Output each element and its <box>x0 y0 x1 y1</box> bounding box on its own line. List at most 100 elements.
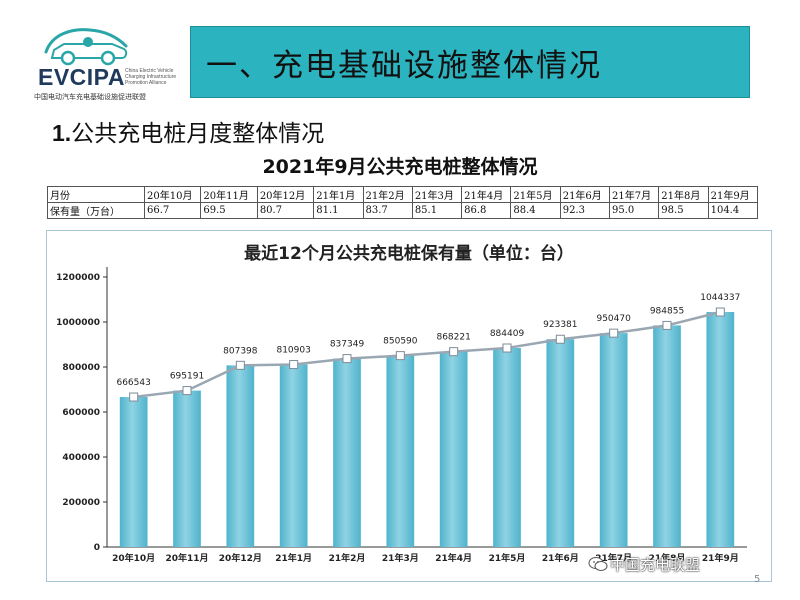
page-number: 5 <box>754 574 761 585</box>
bar <box>546 339 575 547</box>
data-label: 850590 <box>383 337 418 347</box>
data-label: 950470 <box>596 314 631 324</box>
section-subheading-text: 公共充电桩月度整体情况 <box>71 121 325 147</box>
data-point-marker <box>289 360 299 370</box>
table-title: 2021年9月公共充电桩整体情况 <box>262 156 538 178</box>
x-tick-label: 20年12月 <box>219 552 262 564</box>
bar <box>279 364 308 547</box>
bar <box>599 333 628 547</box>
data-point-marker <box>395 351 405 361</box>
row-label-count: 保有量（万台） <box>47 202 145 219</box>
table-cell-value: 104.4 <box>707 202 759 219</box>
x-tick-label: 21年8月 <box>649 552 686 564</box>
logo-chinese-name: 中国电动汽车充电基础设施促进联盟 <box>34 93 146 101</box>
x-tick-label: 21年9月 <box>702 552 739 564</box>
data-label: 695191 <box>170 372 204 382</box>
data-point-marker <box>555 334 565 344</box>
data-label: 807398 <box>223 346 258 356</box>
data-label: 868221 <box>436 333 470 343</box>
y-tick-label: 400000 <box>62 453 100 463</box>
x-tick-label: 21年7月 <box>595 552 632 564</box>
bar <box>119 397 148 547</box>
bar <box>706 312 735 547</box>
data-point-marker <box>449 347 459 357</box>
y-tick-label: 600000 <box>62 408 100 418</box>
table-cell-month: 21年7月 <box>608 186 660 203</box>
chart-frame: 最近12个月公共充电桩保有量（单位：台） 0 200000 400000 600000… <box>46 230 772 582</box>
table-cell-month: 21年5月 <box>510 186 561 203</box>
table-cell-month: 21年2月 <box>362 186 413 203</box>
data-label: 984855 <box>650 306 684 316</box>
data-point-marker <box>235 360 245 370</box>
x-tick-label: 20年10月 <box>112 552 155 564</box>
table-cell-value: 98.5 <box>658 202 709 219</box>
data-label: 666543 <box>116 378 150 388</box>
ev-car-logo-icon <box>44 28 128 66</box>
bar <box>493 348 521 547</box>
bar-chart: 0 200000 400000 600000 800000 1000000 1200000 2… <box>56 267 747 564</box>
x-tick-label: 21年6月 <box>542 552 579 564</box>
bar <box>226 365 255 547</box>
y-tick-label: 200000 <box>62 498 100 508</box>
data-label: 1044337 <box>700 293 740 303</box>
bar <box>439 351 468 547</box>
y-tick-label: 0 <box>94 543 100 553</box>
logo-name: EVCIPA <box>38 64 125 90</box>
table-cell-value: 86.8 <box>461 202 512 219</box>
x-tick-label: 21年5月 <box>489 552 526 564</box>
data-point-marker <box>609 328 619 338</box>
data-label: 810903 <box>276 346 310 356</box>
section-subheading: 1.公共充电桩月度整体情况 <box>52 114 324 148</box>
table-cell-month: 21年3月 <box>411 186 463 203</box>
x-tick-label: 20年11月 <box>165 552 208 564</box>
table-cell-month: 21年8月 <box>658 186 709 203</box>
data-point-marker <box>502 343 512 353</box>
table-cell-value: 95.0 <box>608 202 660 219</box>
table-cell-month: 21年6月 <box>559 186 611 203</box>
data-label: 884409 <box>490 329 525 339</box>
data-point-marker <box>129 392 139 402</box>
y-tick-label: 1200000 <box>56 273 100 283</box>
bar <box>333 358 361 547</box>
x-tick-label: 21年2月 <box>329 552 366 564</box>
table-cell-value: 66.7 <box>143 202 202 219</box>
table-cell-value: 83.7 <box>362 202 413 219</box>
table-cell-value: 85.1 <box>411 202 463 219</box>
y-tick-label: 1000000 <box>56 318 100 328</box>
chart-title: 最近12个月公共充电桩保有量（单位：台） <box>244 244 574 264</box>
x-tick-label: 21年1月 <box>275 552 312 564</box>
table-cell-month: 20年12月 <box>256 186 315 203</box>
y-tick-label: 800000 <box>62 363 100 373</box>
section-number: 1. <box>52 120 72 146</box>
table-cell-value: 69.5 <box>200 202 258 219</box>
summary-table: 月份 20年10月 20年11月 20年12月 21年1月 21年2月 21年3… <box>47 186 759 219</box>
table-cell-month: 21年4月 <box>461 186 512 203</box>
wechat-icon <box>588 557 608 571</box>
table-cell-value: 92.3 <box>559 202 611 219</box>
trend-line <box>133 310 721 399</box>
table-row-values: 保有量（万台） 66.7 69.5 80.7 81.1 83.7 85.1 86… <box>47 202 759 219</box>
x-tick-label: 21年4月 <box>435 552 472 564</box>
bar <box>173 390 201 547</box>
table-cell-month: 21年1月 <box>313 186 364 203</box>
table-cell-month: 21年9月 <box>707 186 759 203</box>
data-point-marker <box>715 307 725 317</box>
row-label-month: 月份 <box>47 186 145 203</box>
table-cell-month: 20年11月 <box>200 186 258 203</box>
logo-tagline: China Electric Vehicle Charging Infrastr… <box>125 68 177 86</box>
data-label: 923381 <box>543 320 577 330</box>
table-cell-month: 20年10月 <box>143 186 202 203</box>
table-cell-value: 80.7 <box>256 202 315 219</box>
table-row-months: 月份 20年10月 20年11月 20年12月 21年1月 21年2月 21年3… <box>47 186 759 203</box>
data-point-marker <box>342 354 352 364</box>
bar <box>653 325 681 547</box>
data-label: 837349 <box>330 340 365 350</box>
page-title: 一、充电基础设施整体情况 <box>206 48 602 84</box>
evcipa-logo: EVCIPA China Electric Vehicle Charging I… <box>28 22 178 102</box>
table-cell-value: 88.4 <box>510 202 561 219</box>
data-point-marker <box>182 386 192 396</box>
header-bar: 一、充电基础设施整体情况 <box>190 26 750 98</box>
bar <box>386 355 415 547</box>
table-cell-value: 81.1 <box>313 202 364 219</box>
data-point-marker <box>662 320 672 330</box>
